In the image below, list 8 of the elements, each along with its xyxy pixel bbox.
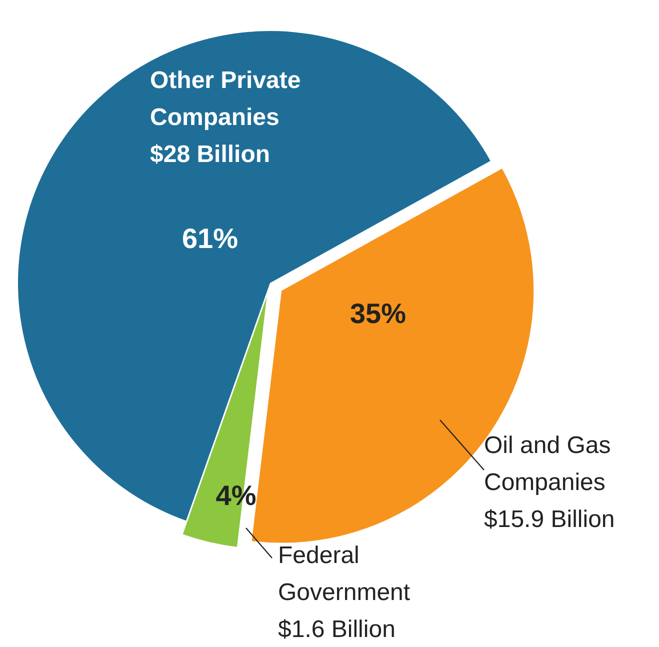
data-label: $15.9 Billion [484,506,615,533]
slice-label: Federal Government [278,542,410,606]
text: 35% [350,298,406,329]
text: 61% [182,223,238,254]
slice-label: Other Private Companies [150,67,301,131]
slice-label: Oil and Gas Companies [484,432,611,496]
data-label: $1.6 Billion [278,616,396,643]
data-label: $28 Billion [150,141,270,168]
